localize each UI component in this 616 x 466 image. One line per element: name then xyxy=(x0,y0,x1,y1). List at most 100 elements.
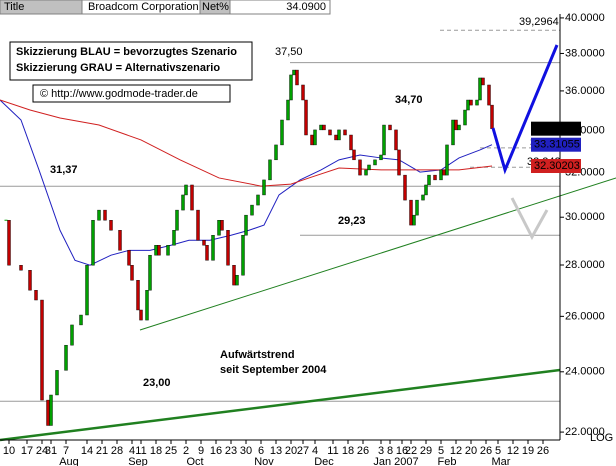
x-tick-label: 4 xyxy=(312,445,318,457)
gray-scenario xyxy=(510,197,549,241)
candle xyxy=(202,240,206,246)
candle xyxy=(310,134,314,146)
x-tick-label: 16 xyxy=(210,445,222,457)
candle xyxy=(211,235,215,261)
x-tick-label: 16 xyxy=(396,445,408,457)
copyright: © http://www.godmode-trader.de xyxy=(40,88,198,100)
month-label: Dec xyxy=(314,456,334,466)
candle xyxy=(337,129,341,141)
moving-average xyxy=(0,99,493,187)
candle xyxy=(427,174,431,186)
candle xyxy=(373,159,377,166)
candle xyxy=(184,184,188,196)
candle xyxy=(292,69,296,76)
blue-scenario xyxy=(491,44,559,175)
candle xyxy=(403,174,407,201)
candle xyxy=(64,344,68,371)
x-tick-label: 20 xyxy=(465,445,477,457)
candle xyxy=(274,144,278,161)
candle xyxy=(352,149,356,161)
x-tick-label: 24 xyxy=(36,445,48,457)
candle xyxy=(19,265,23,271)
candle xyxy=(286,99,290,121)
candle xyxy=(445,144,449,176)
candle xyxy=(358,159,362,176)
candle xyxy=(103,209,107,221)
candle xyxy=(34,290,38,301)
candle xyxy=(127,250,131,266)
candle xyxy=(79,314,83,326)
x-tick-label: 13 xyxy=(270,445,282,457)
candle xyxy=(91,220,95,266)
candle xyxy=(175,209,179,231)
candle xyxy=(190,184,194,211)
candle xyxy=(244,214,248,236)
x-tick-label: 25 xyxy=(165,445,177,457)
candle xyxy=(481,77,485,86)
header-field: Net% xyxy=(202,1,229,13)
last-value-label: 33.31055 xyxy=(534,139,580,151)
candle xyxy=(256,194,260,206)
candle xyxy=(475,99,479,106)
candle xyxy=(334,134,338,141)
y-axis-label: LOG xyxy=(590,432,613,444)
candle xyxy=(328,129,332,136)
candle xyxy=(364,169,368,176)
candle xyxy=(7,220,11,266)
x-tick-label: 4 xyxy=(129,445,135,457)
candle xyxy=(136,280,140,311)
x-tick-label: 18 xyxy=(150,445,162,457)
candle xyxy=(382,124,386,156)
candle xyxy=(301,84,305,101)
candle xyxy=(145,290,149,321)
month-label: Mar xyxy=(492,456,511,466)
x-tick-label: 2 xyxy=(183,445,189,457)
candle xyxy=(349,134,353,151)
candle xyxy=(85,265,89,316)
x-tick-label: 11 xyxy=(327,445,338,457)
candle xyxy=(397,149,401,176)
x-tick-label: 5 xyxy=(495,445,501,457)
candle xyxy=(439,169,443,181)
x-tick-label: 21 xyxy=(96,445,108,457)
candle xyxy=(409,199,413,226)
y-tick-label: 28.0000 xyxy=(565,259,605,271)
x-tick-label: 18 xyxy=(342,445,354,457)
candle xyxy=(157,245,161,256)
x-tick-label: 10 xyxy=(3,445,15,457)
candle xyxy=(226,230,230,266)
candle xyxy=(424,184,428,196)
candle xyxy=(97,209,101,221)
x-tick-label: 9 xyxy=(198,445,204,457)
candle xyxy=(217,220,221,236)
candle xyxy=(241,235,245,276)
candle xyxy=(379,154,383,161)
candle xyxy=(70,324,74,346)
y-tick-label: 40.0000 xyxy=(565,12,605,24)
level-label: 23,00 xyxy=(143,377,171,389)
candle xyxy=(181,194,185,211)
y-tick-label: 22.0000 xyxy=(565,426,605,438)
header-title: Title xyxy=(4,1,24,13)
candle xyxy=(394,129,398,151)
candle xyxy=(442,169,446,176)
month-label: Nov xyxy=(254,456,274,466)
last-value-box xyxy=(531,137,581,152)
candle xyxy=(469,99,473,106)
x-tick-label: 30 xyxy=(240,445,252,457)
month-label: Aug xyxy=(59,456,79,466)
candle xyxy=(322,124,326,131)
candle xyxy=(139,309,143,321)
candle xyxy=(367,164,371,171)
candle xyxy=(388,124,392,131)
candle xyxy=(49,394,53,426)
candle xyxy=(490,104,494,129)
candle xyxy=(478,77,482,101)
candle xyxy=(457,124,461,131)
candle xyxy=(319,124,323,131)
x-tick-label: 19 xyxy=(522,445,534,457)
x-tick-label: 8 xyxy=(387,445,393,457)
header-name: Broadcom Corporation xyxy=(88,1,199,13)
month-label: Feb xyxy=(438,456,457,466)
